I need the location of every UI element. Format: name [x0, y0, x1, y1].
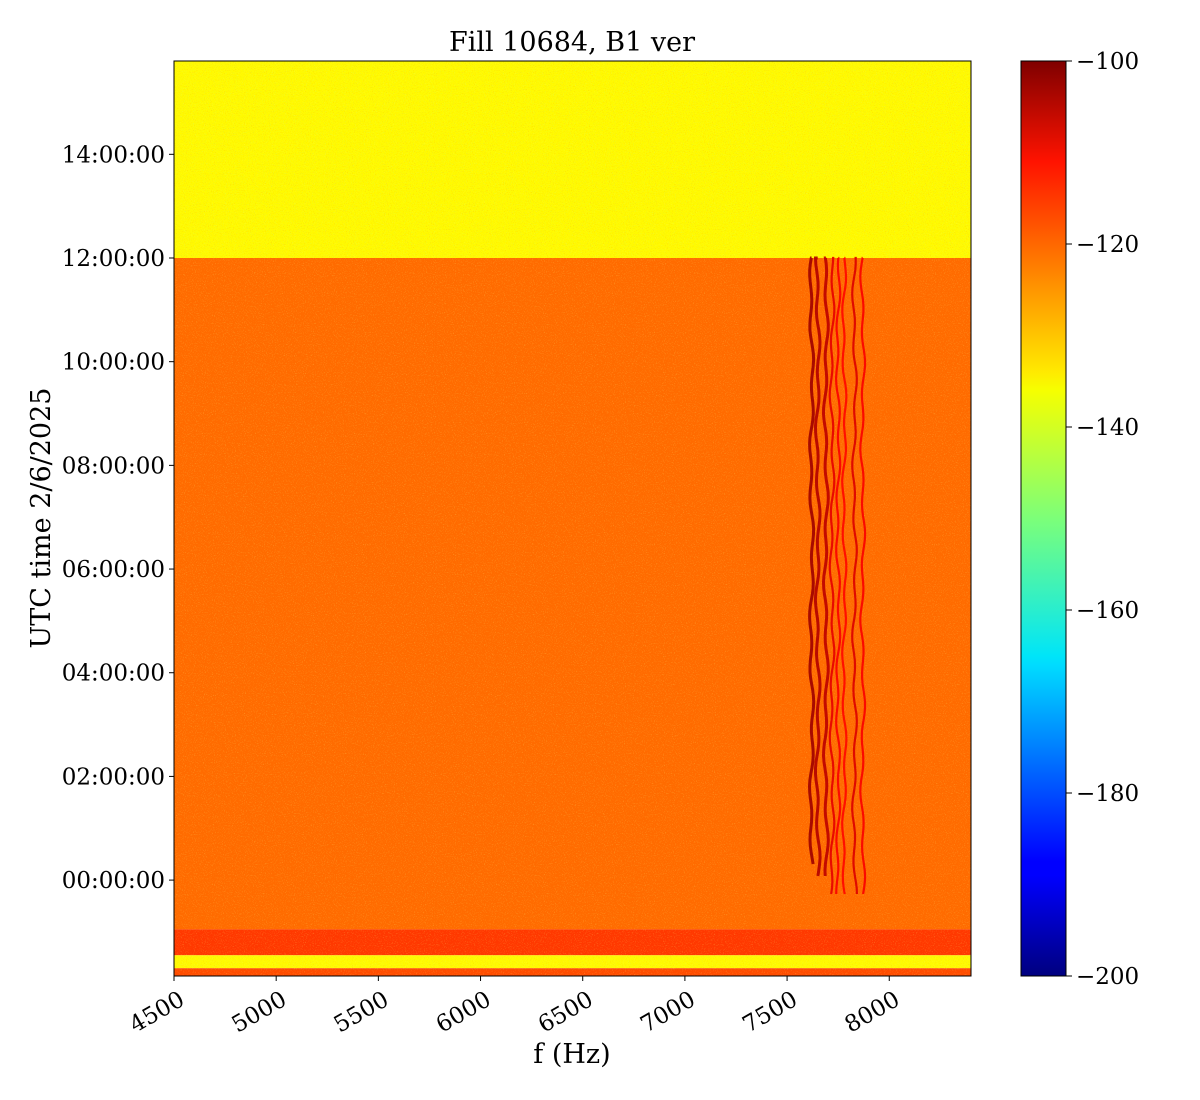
spectral-line-1	[813, 256, 822, 877]
x-tick-label: 6000	[432, 987, 496, 1039]
y-axis: 00:00:00 02:00:00 04:00:00 06:00:00 08:00:00…	[62, 142, 174, 894]
x-tick-label: 6500	[534, 987, 598, 1039]
colorbar-tick-label: −100	[1076, 49, 1139, 75]
y-tick-label: 06:00:00	[62, 557, 165, 583]
y-tick-label: 02:00:00	[62, 764, 165, 790]
spectral-line-0	[807, 256, 816, 865]
colorbar-tick-label: −160	[1076, 598, 1139, 624]
plot-frame	[173, 60, 972, 977]
x-axis-title: f (Hz)	[533, 1039, 610, 1070]
x-tick-label: 8000	[841, 987, 905, 1039]
colorbar-tick-label: −140	[1076, 415, 1139, 441]
x-tick-label: 7000	[636, 987, 700, 1039]
x-tick-label: 4500	[125, 987, 189, 1039]
colorbar-gradient	[1020, 60, 1067, 977]
y-tick-label: 12:00:00	[62, 246, 165, 272]
band-texture-c-3	[174, 955, 971, 969]
chart-title: Fill 10684, B1 ver	[449, 27, 695, 58]
x-axis: 4500 5000 5500 6000 6500 7000 7500 8000	[125, 976, 904, 1038]
y-tick-label: 14:00:00	[62, 142, 165, 168]
colorbar-tick-label: −200	[1076, 964, 1139, 990]
spectral-line-3	[828, 256, 836, 895]
x-tick-label: 5000	[227, 987, 291, 1039]
plot-area	[174, 61, 971, 976]
spectral-line-2	[821, 256, 830, 877]
y-tick-label: 00:00:00	[62, 868, 165, 894]
spectral-line-4	[834, 256, 842, 895]
y-tick-label: 08:00:00	[62, 453, 165, 479]
band-texture-b-2	[174, 929, 971, 956]
spectral-line-6	[851, 256, 858, 895]
noise-texture	[174, 61, 971, 976]
spectral-line-5	[841, 256, 848, 895]
x-tick-label: 5500	[330, 987, 394, 1039]
colorbar-ticks: −100 −120 −140 −160 −180 −200	[1066, 49, 1139, 990]
colorbar-tick-label: −120	[1076, 232, 1139, 258]
band-texture-b-4	[174, 968, 971, 976]
spectral-line-7	[859, 256, 867, 895]
colorbar: −100 −120 −140 −160 −180 −200	[1020, 49, 1139, 990]
y-axis-title: UTC time 2/6/2025	[26, 388, 57, 649]
colorbar-tick-label: −180	[1076, 781, 1139, 807]
spectral-lines-layer	[807, 256, 867, 895]
band-texture-c-0	[174, 61, 971, 258]
x-tick-label: 7500	[738, 987, 802, 1039]
y-tick-label: 04:00:00	[62, 661, 165, 687]
band-texture-b-1	[174, 257, 971, 930]
y-tick-label: 10:00:00	[62, 350, 165, 376]
